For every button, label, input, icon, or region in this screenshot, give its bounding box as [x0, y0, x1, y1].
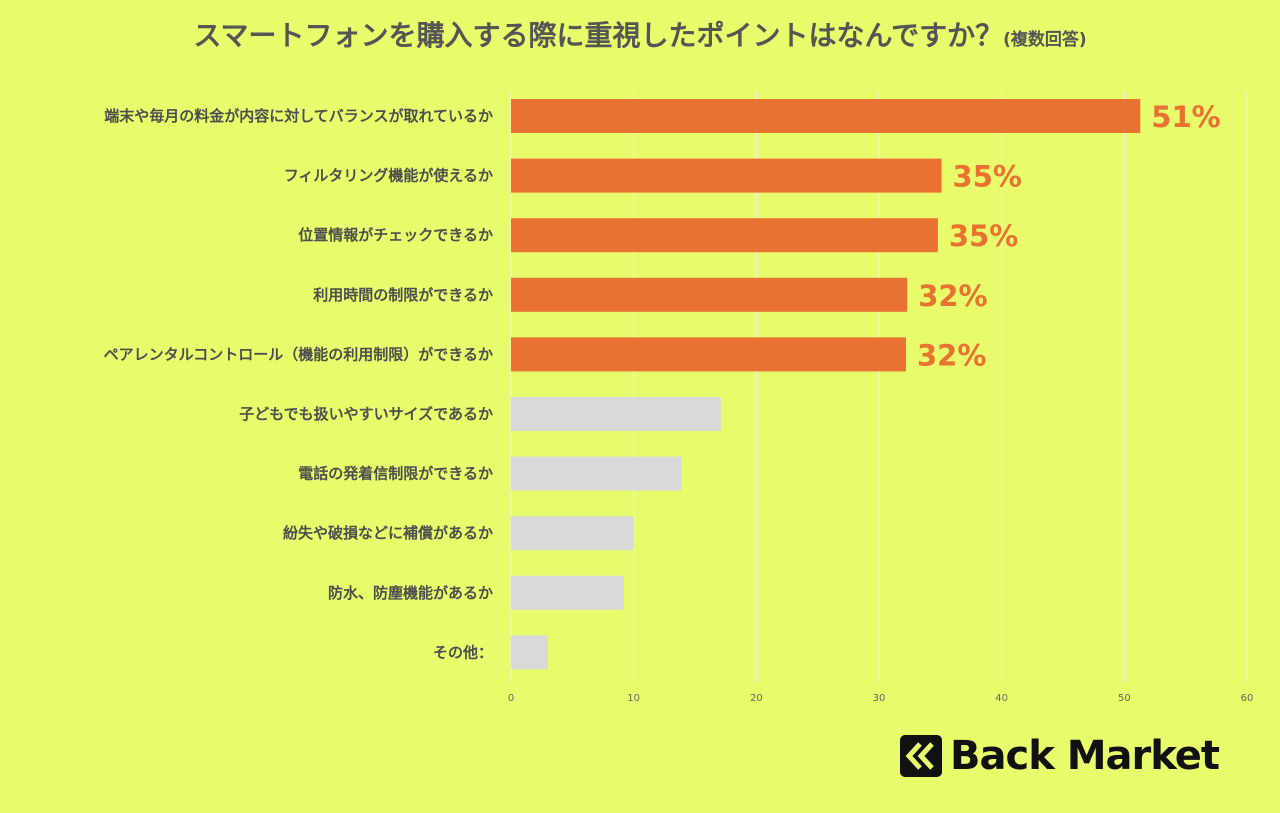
data-label: 35% — [953, 160, 1022, 194]
bar — [511, 456, 682, 491]
category-label: 子どもでも扱いやすいサイズであるか — [239, 405, 493, 423]
brand-logo: Back Market — [900, 732, 1220, 780]
category-label: 利用時間の制限ができるか — [313, 286, 493, 304]
data-label: 32% — [917, 338, 986, 372]
category-label: ペアレンタルコントロール（機能の利用制限）ができるか — [104, 345, 493, 363]
bar — [511, 277, 908, 312]
x-tick-label: 0 — [508, 693, 514, 704]
chart-subtitle: (複数回答) — [1003, 30, 1087, 50]
category-label: 紛失や破損などに補償があるか — [283, 524, 493, 542]
x-tick-label: 60 — [1241, 693, 1254, 704]
bar — [511, 516, 634, 551]
chart-title: スマートフォンを購入する際に重視したポイントはなんですか？(複数回答) — [0, 14, 1280, 54]
bar — [511, 397, 721, 431]
data-label: 35% — [949, 219, 1018, 253]
category-label: 端末や毎月の料金が内容に対してバランスが取れているか — [104, 107, 493, 125]
bar — [511, 337, 906, 372]
chart-title-main: スマートフォンを購入する際に重視したポイントはなんですか？ — [193, 19, 1004, 52]
category-label: 位置情報がチェックできるか — [298, 226, 493, 244]
x-tick-label: 50 — [1118, 693, 1131, 704]
data-label: 32% — [918, 279, 987, 313]
bar — [511, 99, 1141, 133]
category-label: 防水、防塵機能があるか — [328, 584, 493, 602]
category-label: その他： — [433, 643, 493, 661]
bar — [511, 575, 624, 610]
category-label: フィルタリング機能が使えるか — [284, 167, 493, 185]
bar — [511, 635, 548, 670]
brand-name: Back Market — [950, 733, 1220, 779]
x-tick-label: 10 — [627, 693, 640, 704]
x-tick-label: 20 — [750, 693, 763, 704]
data-label: 51% — [1151, 100, 1220, 134]
bar — [511, 158, 942, 193]
x-tick-label: 30 — [873, 693, 886, 704]
x-tick-label: 40 — [995, 693, 1008, 704]
category-label: 電話の発着信制限ができるか — [298, 465, 493, 483]
bar — [511, 218, 938, 253]
back-market-chevron-logo-icon — [900, 735, 942, 777]
